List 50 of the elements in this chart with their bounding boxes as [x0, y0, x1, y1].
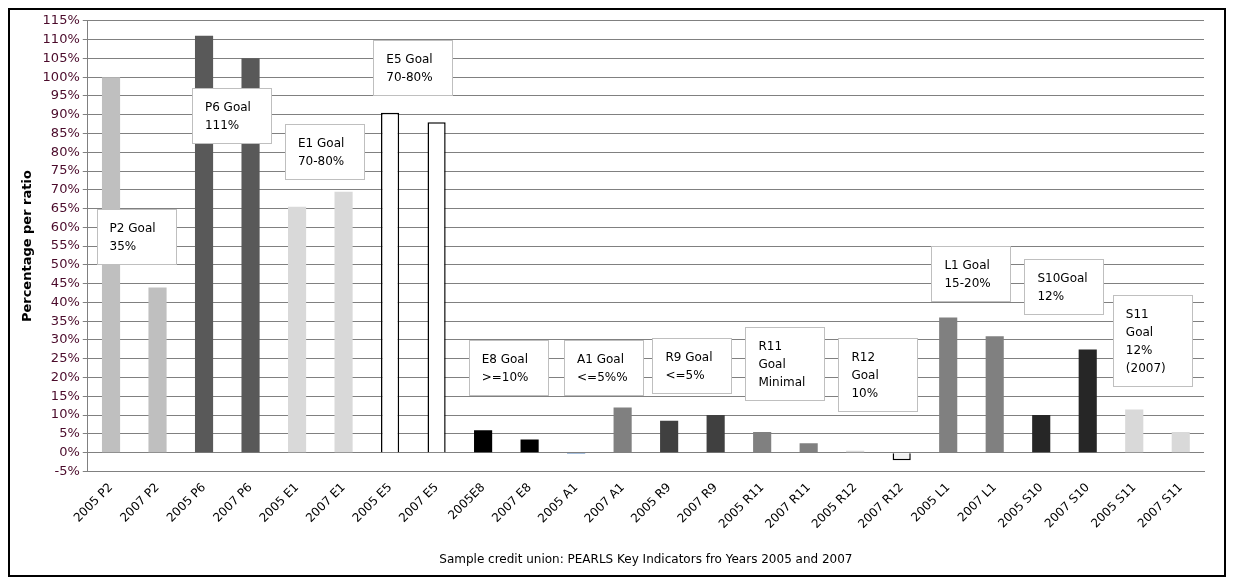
bar — [660, 420, 679, 453]
text-box: S10Goal 12% — [1024, 259, 1105, 316]
y-axis-title: Percentage per ratio — [19, 170, 35, 323]
y-tick-label: 115% — [42, 12, 80, 28]
text-box: A1 Goal <=5%% — [564, 340, 644, 396]
y-tick-label: 85% — [50, 124, 80, 140]
text-box: R12 Goal 10% — [838, 338, 919, 413]
y-tick-label: 65% — [50, 199, 80, 215]
text-box: P2 Goal 35% — [96, 208, 177, 265]
bar — [334, 191, 353, 453]
bar — [287, 206, 307, 453]
bar — [1032, 415, 1051, 453]
text-box: R11 Goal Minimal — [745, 326, 826, 401]
y-tick-label: 15% — [50, 387, 80, 403]
x-axis-title: Sample credit union: PEARLS Key Indicators fro Years 2005 and 2007 — [439, 551, 853, 566]
y-tick-label: 55% — [50, 237, 80, 253]
y-tick-label: 110% — [42, 30, 80, 46]
text-box: R9 Goal <=5% — [652, 338, 733, 395]
bar — [474, 430, 493, 453]
y-tick-label: 45% — [50, 275, 80, 291]
bar — [520, 439, 539, 453]
bar — [706, 415, 725, 453]
y-tick-label: 105% — [42, 49, 80, 65]
y-tick-label: 95% — [50, 87, 80, 103]
y-tick-label: -5% — [54, 462, 80, 478]
y-tick-label: 10% — [50, 406, 80, 422]
y-tick-label: 100% — [42, 68, 80, 84]
text-box: L1 Goal 15-20% — [931, 246, 1012, 303]
text-box: E8 Goal >=10% — [468, 340, 549, 396]
y-tick-label: 40% — [50, 293, 80, 309]
y-tick-label: 50% — [50, 256, 80, 272]
y-tick-label: 75% — [50, 162, 80, 178]
y-tick-label: 25% — [50, 350, 80, 366]
y-tick-label: 20% — [50, 368, 80, 384]
text-box: P6 Goal 111% — [191, 88, 272, 145]
bar — [1171, 432, 1190, 453]
y-tick-label: 90% — [50, 106, 80, 122]
bar — [1125, 409, 1144, 453]
y-tick-label: 5% — [59, 425, 80, 441]
y-tick-label: 0% — [59, 444, 80, 460]
bar — [148, 287, 167, 453]
y-tick-label: 35% — [50, 312, 80, 328]
text-box: E1 Goal 70-80% — [284, 124, 365, 181]
text-box: S11 Goal 12% (2007) — [1112, 294, 1193, 387]
text-box: E5 Goal 70-80% — [373, 39, 454, 96]
bar — [1078, 349, 1097, 453]
y-tick-label: 80% — [50, 143, 80, 159]
y-tick-label: 70% — [50, 181, 80, 197]
y-tick-label: 30% — [50, 331, 80, 347]
y-tick-label: 60% — [50, 218, 80, 234]
